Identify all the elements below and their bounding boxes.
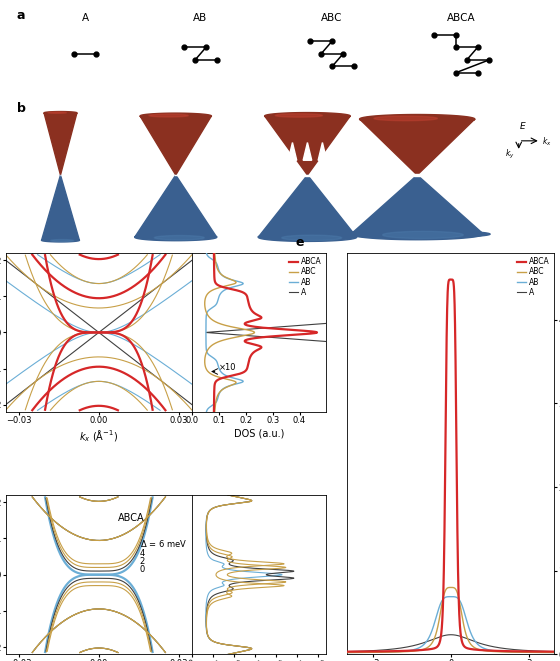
Text: 0: 0 bbox=[140, 564, 145, 574]
Polygon shape bbox=[351, 229, 483, 240]
Polygon shape bbox=[155, 235, 204, 240]
Text: ×10: ×10 bbox=[219, 363, 236, 372]
Text: $E$: $E$ bbox=[519, 120, 526, 131]
Text: b: b bbox=[17, 102, 25, 115]
Text: a: a bbox=[17, 9, 25, 22]
Polygon shape bbox=[382, 231, 463, 239]
Polygon shape bbox=[344, 231, 490, 238]
Polygon shape bbox=[360, 114, 475, 124]
Polygon shape bbox=[282, 235, 342, 241]
Text: AB: AB bbox=[193, 13, 208, 23]
Text: ABCA: ABCA bbox=[447, 13, 475, 23]
Polygon shape bbox=[44, 112, 77, 114]
Polygon shape bbox=[277, 116, 312, 118]
Polygon shape bbox=[149, 114, 188, 117]
Polygon shape bbox=[140, 113, 211, 119]
Polygon shape bbox=[135, 234, 217, 241]
Polygon shape bbox=[265, 116, 350, 175]
Polygon shape bbox=[318, 143, 326, 160]
Text: $k_y$: $k_y$ bbox=[505, 147, 515, 161]
Text: ABC: ABC bbox=[321, 13, 343, 23]
Polygon shape bbox=[44, 113, 77, 175]
Polygon shape bbox=[303, 143, 312, 160]
Polygon shape bbox=[258, 175, 357, 237]
Polygon shape bbox=[360, 119, 475, 175]
Text: A: A bbox=[82, 13, 88, 23]
Polygon shape bbox=[276, 114, 323, 117]
Polygon shape bbox=[50, 239, 74, 241]
Polygon shape bbox=[140, 116, 211, 175]
Polygon shape bbox=[351, 175, 483, 234]
Legend: ABCA, ABC, AB, A: ABCA, ABC, AB, A bbox=[516, 256, 550, 297]
Text: $k_x$: $k_x$ bbox=[542, 136, 552, 148]
Text: $\Delta$ = 6 meV: $\Delta$ = 6 meV bbox=[140, 538, 187, 549]
Polygon shape bbox=[41, 239, 80, 242]
Polygon shape bbox=[265, 112, 350, 120]
Polygon shape bbox=[374, 116, 437, 121]
Polygon shape bbox=[288, 143, 297, 160]
Legend: ABCA, ABC, AB, A: ABCA, ABC, AB, A bbox=[288, 256, 323, 297]
Text: 2: 2 bbox=[140, 557, 145, 566]
Polygon shape bbox=[135, 175, 217, 237]
Text: ABCA: ABCA bbox=[118, 512, 144, 522]
Polygon shape bbox=[48, 112, 66, 113]
Polygon shape bbox=[41, 175, 80, 241]
X-axis label: DOS (a.u.): DOS (a.u.) bbox=[234, 428, 284, 438]
Polygon shape bbox=[151, 116, 179, 118]
X-axis label: $k_x$ (Å$^{-1}$): $k_x$ (Å$^{-1}$) bbox=[80, 428, 118, 444]
Text: 4: 4 bbox=[140, 549, 145, 558]
Text: e: e bbox=[296, 236, 304, 249]
Polygon shape bbox=[258, 233, 357, 241]
Polygon shape bbox=[377, 120, 423, 122]
